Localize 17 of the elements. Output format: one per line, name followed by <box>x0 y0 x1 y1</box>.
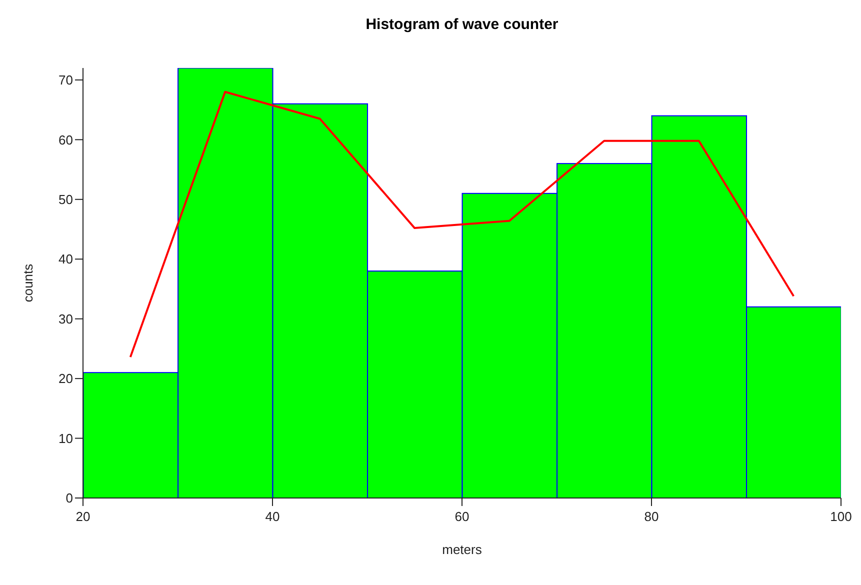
y-tick-label: 60 <box>58 132 73 148</box>
x-tick-label: 80 <box>644 509 659 524</box>
x-axis-title: meters <box>442 542 482 557</box>
y-tick-label: 50 <box>58 192 73 208</box>
y-axis-title: counts <box>20 263 36 302</box>
y-tick-label: 70 <box>58 72 73 88</box>
y-tick-label: 40 <box>58 252 73 267</box>
x-tick-label: 20 <box>76 509 90 524</box>
x-tick-label: 100 <box>830 509 852 524</box>
y-tick-label: 30 <box>58 311 73 326</box>
x-tick-label: 60 <box>454 509 470 524</box>
y-tick-label: 0 <box>66 490 73 506</box>
y-tick-label: 20 <box>58 371 73 386</box>
line-series <box>129 90 795 358</box>
x-tick-label: 40 <box>265 509 280 524</box>
chart-title: Histogram of wave counter <box>364 16 560 33</box>
y-tick-label: 10 <box>58 430 73 446</box>
